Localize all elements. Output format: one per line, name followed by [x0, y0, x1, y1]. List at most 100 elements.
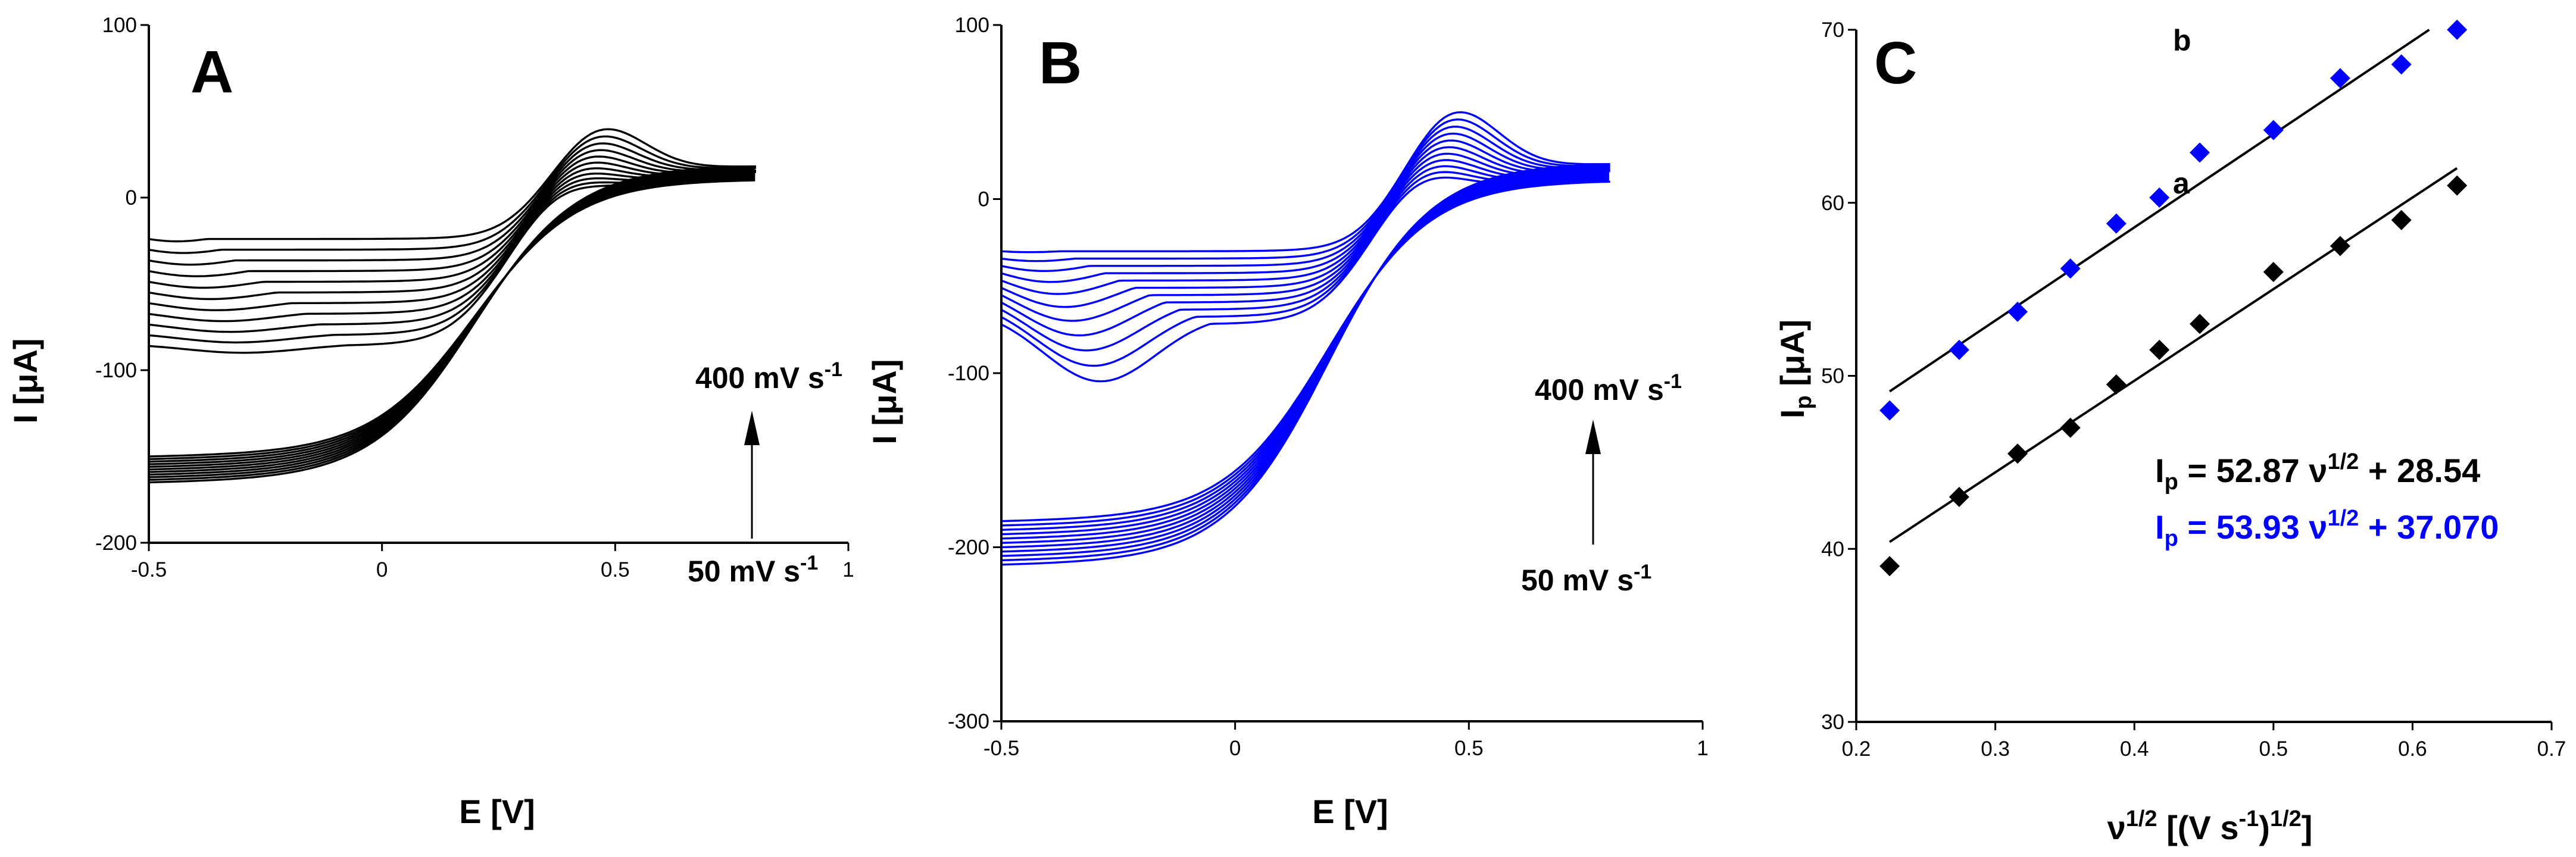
panel-b-y-tick-label: 100 [955, 14, 989, 37]
panel-c-point-a [2190, 314, 2210, 334]
panel-c-x-tick-label: 0.7 [2537, 737, 2566, 761]
panel-a-y-tick-label: 100 [102, 14, 137, 37]
panel-a-cv-curve-200-mvs [148, 155, 756, 473]
panel-a-x-tick-label: 0 [376, 558, 388, 581]
panel-a-cv-curve-100-mvs [148, 176, 755, 463]
panel-b-cv-curve-400-mvs [1001, 111, 1610, 566]
panel-a-xlabel: E [V] [459, 793, 535, 830]
panel-b-curves [1001, 111, 1610, 566]
panel-c-point-a [2149, 339, 2170, 360]
panel-a-y-tick-label: -100 [95, 359, 137, 382]
panel-c: 0.2 0.3 0.4 0.5 0.6 0.7 30 40 50 60 70 C b a Ip = … [1773, 18, 2566, 846]
panel-c-point-b [2447, 20, 2468, 40]
panel-c-x-tick-label: 0.3 [1981, 737, 2010, 761]
panel-b-cv-curve-350-mvs [1001, 118, 1610, 562]
panel-c-series-b-tag: b [2173, 24, 2191, 57]
panel-c-y-tick-label: 70 [1821, 18, 1844, 42]
panel-c-point-a [2447, 175, 2468, 196]
panel-c-letter: C [1874, 30, 1917, 96]
panel-c-points [1879, 20, 2468, 577]
panel-c-y-tick-label: 30 [1821, 711, 1844, 734]
panel-a-axes: -0.5 0 0.5 1 -200 -100 0 100 [95, 14, 854, 581]
panel-c-point-a [2263, 262, 2284, 282]
panel-c-x-tick-label: 0.6 [2398, 737, 2427, 761]
panel-a-cv-curve-400-mvs [148, 128, 756, 484]
panel-b: -0.5 0 0.5 1 -300 -200 -100 0 100 B E [V] I [μA]… [866, 14, 1709, 830]
panel-c-point-b [2190, 142, 2210, 163]
panel-b-ylabel: I [μA] [866, 359, 903, 444]
panel-a-y-tick-label: 0 [126, 186, 137, 209]
panel-c-point-b [2149, 187, 2170, 208]
panel-c-point-b [2106, 213, 2127, 234]
panel-a-cv-curve-75-mvs [148, 178, 755, 461]
panel-a-cv-curve-125-mvs [148, 173, 755, 465]
panel-a-ylabel: I [μA] [7, 338, 44, 423]
panel-b-cv-curve-250-mvs [1001, 132, 1610, 553]
panel-a-rate-bottom: 50 mV s-1 [688, 552, 818, 588]
panel-c-axes: 0.2 0.3 0.4 0.5 0.6 0.7 30 40 50 60 70 [1821, 18, 2566, 761]
panel-b-x-tick-label: 0 [1229, 737, 1241, 760]
panel-c-point-b [2060, 258, 2081, 279]
panel-a-cv-curve-175-mvs [148, 161, 755, 471]
panel-c-x-tick-label: 0.4 [2120, 737, 2149, 761]
panel-b-axes: -0.5 0 0.5 1 -300 -200 -100 0 100 [948, 14, 1709, 760]
panel-c-point-b [1879, 400, 1900, 421]
panel-c-ylabel: Ip [μA] [1773, 320, 1816, 418]
panel-b-y-tick-label: -200 [948, 536, 989, 559]
panel-c-point-a [2330, 236, 2350, 257]
panel-a-cv-curve-300-mvs [148, 142, 755, 478]
panel-a-rate-top: 400 mV s-1 [695, 358, 842, 395]
panel-c-point-a [2391, 209, 2412, 230]
panel-c-point-a [1879, 556, 1900, 577]
panel-b-cv-curve-50-mvs [1001, 176, 1610, 523]
panel-b-rate-top: 400 mV s-1 [1535, 370, 1682, 406]
panel-a-cv-curve-50-mvs [148, 179, 755, 458]
panel-b-rate-arrow-head [1585, 420, 1601, 454]
panel-c-point-b [2007, 301, 2028, 322]
panel-a-cv-curve-350-mvs [148, 135, 756, 481]
panel-b-cv-curve-300-mvs [1001, 126, 1610, 557]
panel-c-x-tick-label: 0.2 [1842, 737, 1871, 761]
panel-c-point-b [2263, 120, 2284, 140]
panel-a-cv-curve-250-mvs [148, 149, 756, 476]
panel-b-letter: B [1039, 30, 1082, 96]
panel-b-x-tick-label: -0.5 [983, 737, 1019, 760]
panel-b-xlabel: E [V] [1312, 793, 1388, 830]
panel-b-cv-curve-75-mvs [1001, 171, 1609, 527]
panel-b-cv-curve-100-mvs [1001, 165, 1609, 531]
panel-b-y-tick-label: -100 [948, 362, 989, 385]
panel-c-fit-lines [1888, 29, 2458, 543]
panel-c-point-a [1949, 487, 1969, 507]
panel-a-y-tick-label: -200 [95, 531, 137, 555]
panel-c-equation-a: Ip = 52.87 ν1/2 + 28.54 [2155, 449, 2480, 495]
panel-a-rate-arrow-head [744, 411, 760, 445]
panel-c-point-a [2007, 443, 2028, 464]
panel-c-fit-line-b [1888, 29, 2430, 393]
panel-c-x-tick-label: 0.5 [2259, 737, 2288, 761]
panel-c-equation-b: Ip = 53.93 ν1/2 + 37.070 [2155, 506, 2499, 551]
panel-c-point-a [2060, 417, 2081, 438]
panel-b-y-tick-label: 0 [978, 188, 989, 211]
panel-a-cv-curve-150-mvs [148, 167, 755, 468]
panel-b-cv-curve-175-mvs [1001, 146, 1609, 544]
panel-a-letter: A [191, 39, 233, 105]
panel-b-x-tick-label: 1 [1697, 737, 1708, 760]
panel-c-point-b [2330, 68, 2350, 89]
panel-a-x-tick-label: 0.5 [601, 558, 630, 581]
panel-c-y-tick-label: 50 [1821, 365, 1844, 388]
panel-b-cv-curve-125-mvs [1001, 159, 1609, 536]
panel-b-y-tick-label: -300 [948, 710, 989, 733]
panel-c-point-b [2391, 54, 2412, 75]
panel-a: -0.5 0 0.5 1 -200 -100 0 100 A E [V] I [μA] 400… [7, 14, 854, 830]
panel-c-point-a [2106, 374, 2127, 395]
panel-b-rate-bottom: 50 mV s-1 [1521, 561, 1651, 597]
panel-a-x-tick-label: 1 [842, 558, 854, 581]
panel-b-cv-curve-150-mvs [1001, 152, 1609, 540]
panel-a-curves [148, 128, 756, 484]
panel-c-xlabel: ν1/2 [(V s-1)1/2] [2107, 806, 2313, 846]
panel-c-y-tick-label: 40 [1821, 537, 1844, 561]
panel-c-series-a-tag: a [2173, 167, 2190, 200]
panel-a-x-tick-label: -0.5 [131, 558, 167, 581]
panel-b-cv-curve-200-mvs [1001, 139, 1610, 549]
